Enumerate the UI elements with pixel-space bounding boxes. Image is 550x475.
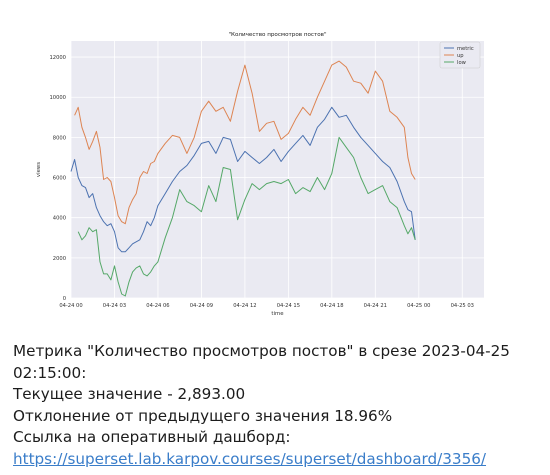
grid-lines xyxy=(70,41,484,299)
series-line-metric xyxy=(70,106,416,253)
x-tick-label: 04-25 00 xyxy=(407,303,430,309)
x-tick-label: 04-24 18 xyxy=(320,303,343,309)
current-value-line: Текущее значение - 2,893.00 xyxy=(13,385,246,404)
x-tick-label: 04-24 03 xyxy=(103,303,126,309)
y-tick-label: 10000 xyxy=(49,95,66,101)
y-tick-label: 0 xyxy=(63,296,66,302)
y-tick-label: 8000 xyxy=(53,135,66,141)
y-tick-label: 2000 xyxy=(53,256,66,262)
chart-title: "Количество просмотров постов" xyxy=(228,32,327,38)
legend-label-up: up xyxy=(457,53,464,59)
y-tick-labels: 0 2000 4000 6000 8000 10000 12000 xyxy=(49,55,66,302)
dashboard-link-label: Ссылка на оперативный дашборд: xyxy=(13,428,291,447)
x-tick-label: 04-24 21 xyxy=(364,303,387,309)
chart-area: 0 2000 4000 6000 8000 10000 12000 04-24 00 04-2… xyxy=(36,32,484,317)
x-tick-labels: 04-24 00 04-24 03 04-24 06 04-24 09 04-24 12… xyxy=(59,303,474,309)
x-tick-label: 04-25 03 xyxy=(451,303,474,309)
y-tick-label: 6000 xyxy=(53,176,66,182)
deviation-line: Отклонение от предыдущего значения 18.96… xyxy=(13,406,393,425)
x-axis-label: time xyxy=(271,311,284,317)
y-tick-label: 12000 xyxy=(49,55,66,61)
y-tick-label: 4000 xyxy=(53,216,66,222)
legend-label-low: low xyxy=(457,60,467,66)
series-line-up xyxy=(74,60,416,225)
x-tick-label: 04-24 00 xyxy=(59,303,82,309)
plot-background xyxy=(71,41,484,298)
x-tick-label: 04-24 09 xyxy=(190,303,213,309)
series-line-low xyxy=(77,136,416,297)
legend-label-metric: metric xyxy=(457,46,474,52)
x-tick-label: 04-24 15 xyxy=(277,303,300,309)
series-lines xyxy=(70,60,416,297)
metric-line: Метрика "Количество просмотров постов" в… xyxy=(13,342,510,382)
y-axis-label: views xyxy=(36,162,42,177)
dashboard-link[interactable]: https://superset.lab.karpov.courses/supe… xyxy=(13,449,487,468)
x-tick-label: 04-24 12 xyxy=(233,303,256,309)
alert-message: Метрика "Количество просмотров постов" в… xyxy=(13,341,543,471)
x-tick-label: 04-24 06 xyxy=(146,303,169,309)
